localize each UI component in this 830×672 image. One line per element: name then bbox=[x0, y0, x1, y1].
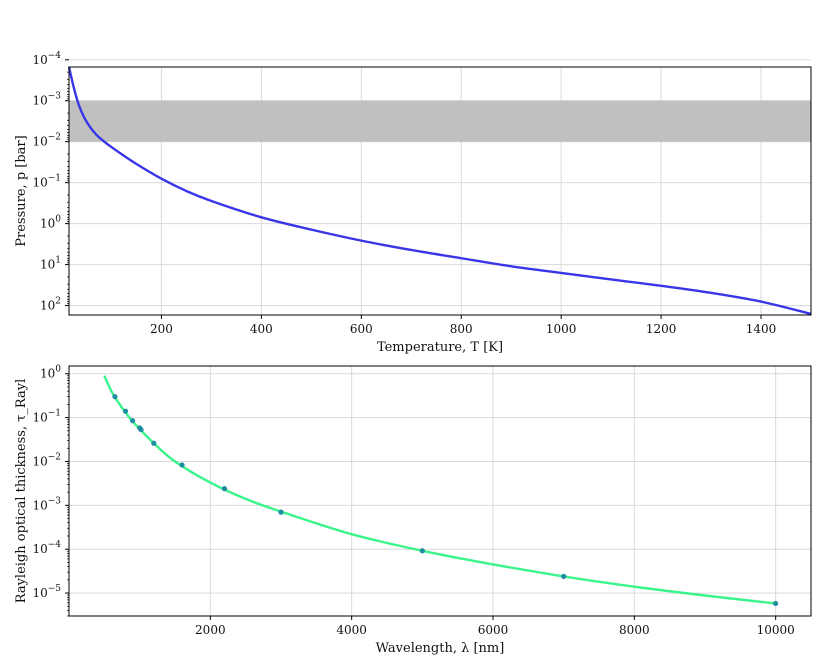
p1-y-tick-base: 10 bbox=[40, 217, 55, 231]
pressure-temperature-panel: 200 400 600 800 1000 1200 1400 10−410−310−210−… bbox=[14, 51, 812, 355]
p2-data-point bbox=[278, 509, 284, 515]
p1-y-tick-base: 10 bbox=[32, 94, 47, 108]
p1-y-tick-base: 10 bbox=[32, 53, 47, 67]
rayleigh-grid bbox=[69, 366, 811, 616]
p2-series-line bbox=[103, 375, 776, 605]
p2-y-tick-label: 10−1 bbox=[32, 409, 61, 425]
rayleigh-axes-frame bbox=[68, 365, 812, 617]
p1-y-tick-exp: −1 bbox=[48, 174, 61, 184]
p1-y-tick-label: 10−2 bbox=[32, 133, 61, 149]
rayleigh-points bbox=[112, 394, 779, 607]
p1-y-tick-base: 10 bbox=[32, 135, 47, 149]
p2-data-point bbox=[773, 600, 779, 607]
p1-y-tick-base: 10 bbox=[32, 176, 47, 190]
p2-data-point bbox=[151, 440, 157, 446]
p2-y-tick-label: 10−4 bbox=[32, 540, 61, 556]
rayleigh-x-axis-label: Wavelength, λ [nm] bbox=[376, 641, 505, 656]
p2-x-tick-label: 6000 bbox=[478, 623, 509, 637]
p1-y-tick-exp: 1 bbox=[55, 256, 61, 266]
rayleigh-series bbox=[103, 375, 776, 605]
p2-y-tick-base: 10 bbox=[32, 542, 47, 556]
p1-y-tick-base: 10 bbox=[40, 258, 55, 272]
p2-data-point bbox=[122, 408, 129, 414]
p2-y-tick-exp: −3 bbox=[48, 496, 62, 506]
rayleigh-y-axis-label-text: Rayleigh optical thickness, τ_Rayl bbox=[14, 379, 29, 604]
rayleigh-y-axis-label: Rayleigh optical thickness, τ_Rayl bbox=[14, 379, 29, 604]
rayleigh-x-axis-label-text: Wavelength, λ [nm] bbox=[376, 641, 505, 656]
p2-y-tick-base: 10 bbox=[40, 367, 55, 381]
pt-x-ticks: 200 400 600 800 1000 1200 1400 bbox=[150, 315, 776, 336]
p2-data-point bbox=[561, 573, 567, 579]
p2-y-tick-label: 10−5 bbox=[32, 584, 61, 600]
p2-data-point bbox=[221, 486, 228, 492]
p1-y-tick-label: 101 bbox=[40, 256, 61, 272]
p1-x-tick-label: 600 bbox=[350, 322, 373, 336]
pt-x-axis-label-text: Temperature, T [K] bbox=[377, 340, 503, 355]
p1-y-tick-exp: 2 bbox=[55, 297, 61, 307]
p1-y-tick-exp: −2 bbox=[48, 133, 61, 143]
p1-x-tick-label: 1200 bbox=[646, 322, 677, 336]
p2-data-point bbox=[112, 394, 118, 400]
p2-data-point bbox=[138, 427, 144, 433]
p2-x-tick-label: 4000 bbox=[336, 623, 367, 637]
p2-data-point bbox=[419, 548, 425, 554]
pt-axes-frame bbox=[68, 66, 812, 316]
p1-x-tick-label: 200 bbox=[150, 322, 173, 336]
p2-x-tick-label: 10000 bbox=[757, 623, 795, 637]
p2-x-tick-label: 8000 bbox=[619, 623, 650, 637]
rayleigh-panel: 2000 4000 6000 8000 10000 10−510−410−310−210… bbox=[14, 365, 812, 656]
p2-y-tick-base: 10 bbox=[32, 586, 47, 600]
p1-y-tick-exp: −4 bbox=[48, 51, 62, 61]
pt-x-axis-label: Temperature, T [K] bbox=[377, 340, 503, 355]
p2-x-tick-label: 2000 bbox=[195, 623, 226, 637]
p1-x-tick-label: 400 bbox=[250, 322, 273, 336]
p2-y-tick-label: 10−2 bbox=[32, 452, 61, 468]
p1-y-tick-base: 10 bbox=[40, 299, 55, 313]
p2-data-point bbox=[130, 418, 136, 424]
pt-y-axis-label-text: Pressure, p [bar] bbox=[14, 135, 29, 246]
p1-y-tick-exp: −3 bbox=[48, 92, 62, 102]
p1-y-tick-label: 10−4 bbox=[32, 51, 61, 67]
p1-x-tick-label: 1400 bbox=[746, 322, 777, 336]
p1-y-tick-label: 10−1 bbox=[32, 174, 61, 190]
p2-y-tick-base: 10 bbox=[32, 498, 47, 512]
p1-y-tick-exp: 0 bbox=[55, 215, 61, 225]
pt-series bbox=[67, 66, 812, 316]
p2-y-tick-base: 10 bbox=[32, 411, 47, 425]
p2-y-tick-exp: 0 bbox=[55, 365, 61, 375]
p1-y-tick-label: 100 bbox=[40, 215, 61, 231]
p1-y-tick-label: 10−3 bbox=[32, 92, 61, 108]
p2-y-tick-label: 100 bbox=[40, 365, 61, 381]
p1-y-tick-label: 102 bbox=[40, 297, 61, 313]
p1-series-line bbox=[67, 66, 812, 316]
p2-y-tick-label: 10−3 bbox=[32, 496, 61, 512]
pt-shaded-band bbox=[69, 100, 811, 142]
pt-y-axis-label: Pressure, p [bar] bbox=[14, 135, 29, 246]
p1-x-tick-label: 1000 bbox=[546, 322, 577, 336]
rayleigh-x-ticks: 2000 4000 6000 8000 10000 bbox=[195, 616, 795, 637]
p1-band-rect bbox=[69, 100, 811, 142]
p2-y-tick-base: 10 bbox=[32, 454, 47, 468]
p2-y-tick-exp: −4 bbox=[48, 540, 62, 550]
p2-y-tick-exp: −1 bbox=[48, 409, 61, 419]
p1-x-tick-label: 800 bbox=[450, 322, 473, 336]
p2-y-tick-exp: −5 bbox=[48, 584, 62, 594]
p2-y-tick-exp: −2 bbox=[48, 452, 61, 462]
p2-data-point bbox=[179, 462, 185, 468]
